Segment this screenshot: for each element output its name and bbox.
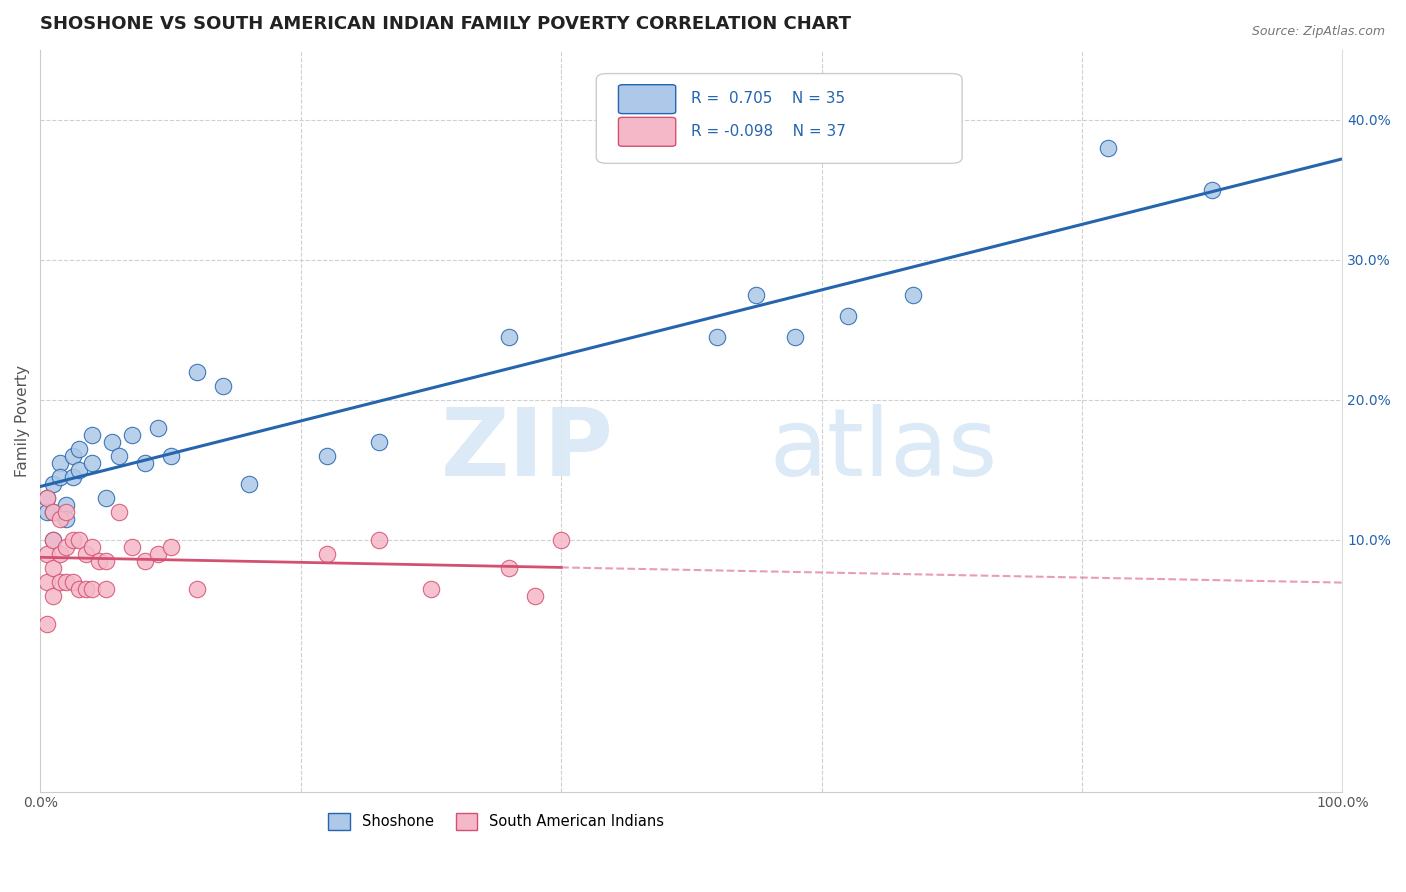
Point	[94, 554, 117, 568]
Point	[134, 456, 156, 470]
Text: ZIP: ZIP	[440, 404, 613, 496]
Point	[35, 491, 58, 505]
FancyBboxPatch shape	[619, 85, 676, 113]
FancyBboxPatch shape	[596, 73, 962, 163]
FancyBboxPatch shape	[619, 118, 676, 146]
Point	[49, 511, 72, 525]
Point	[367, 533, 389, 547]
Point	[238, 476, 260, 491]
Point	[75, 547, 97, 561]
Point	[42, 476, 65, 491]
Point	[134, 554, 156, 568]
Point	[186, 582, 208, 596]
Point	[49, 469, 72, 483]
Text: R = -0.098    N = 37: R = -0.098 N = 37	[692, 124, 846, 139]
Point	[159, 540, 181, 554]
Point	[42, 560, 65, 574]
Point	[35, 491, 58, 505]
Point	[42, 589, 65, 603]
Point	[94, 491, 117, 505]
Point	[42, 505, 65, 519]
Point	[35, 505, 58, 519]
Point	[69, 533, 91, 547]
Point	[901, 287, 924, 301]
Point	[35, 574, 58, 589]
Point	[94, 582, 117, 596]
Point	[550, 533, 572, 547]
Point	[87, 554, 110, 568]
Point	[1201, 183, 1223, 197]
Point	[121, 540, 143, 554]
Point	[186, 365, 208, 379]
Point	[69, 442, 91, 456]
Point	[75, 582, 97, 596]
Point	[42, 533, 65, 547]
Point	[55, 505, 77, 519]
Point	[498, 560, 520, 574]
Point	[62, 449, 84, 463]
Point	[146, 547, 169, 561]
Point	[55, 511, 77, 525]
Point	[745, 287, 768, 301]
Point	[107, 505, 129, 519]
Point	[837, 309, 859, 323]
Point	[62, 533, 84, 547]
Point	[82, 540, 104, 554]
Point	[211, 378, 233, 392]
Point	[1097, 141, 1119, 155]
Point	[315, 547, 337, 561]
Point	[524, 589, 547, 603]
Point	[35, 547, 58, 561]
Text: Source: ZipAtlas.com: Source: ZipAtlas.com	[1251, 25, 1385, 38]
Y-axis label: Family Poverty: Family Poverty	[15, 365, 30, 476]
Point	[42, 505, 65, 519]
Point	[498, 330, 520, 344]
Point	[55, 498, 77, 512]
Point	[146, 421, 169, 435]
Point	[49, 547, 72, 561]
Point	[35, 616, 58, 631]
Point	[101, 434, 124, 449]
Point	[49, 574, 72, 589]
Point	[42, 533, 65, 547]
Point	[62, 469, 84, 483]
Point	[55, 540, 77, 554]
Point	[55, 574, 77, 589]
Point	[785, 330, 807, 344]
Point	[706, 330, 728, 344]
Point	[159, 449, 181, 463]
Legend: Shoshone, South American Indians: Shoshone, South American Indians	[322, 806, 669, 836]
Text: atlas: atlas	[769, 404, 998, 496]
Text: SHOSHONE VS SOUTH AMERICAN INDIAN FAMILY POVERTY CORRELATION CHART: SHOSHONE VS SOUTH AMERICAN INDIAN FAMILY…	[41, 15, 852, 33]
Point	[420, 582, 443, 596]
Point	[49, 456, 72, 470]
Point	[69, 463, 91, 477]
Text: R =  0.705    N = 35: R = 0.705 N = 35	[692, 91, 845, 106]
Point	[107, 449, 129, 463]
Point	[62, 574, 84, 589]
Point	[82, 582, 104, 596]
Point	[69, 582, 91, 596]
Point	[82, 456, 104, 470]
Point	[82, 427, 104, 442]
Point	[315, 449, 337, 463]
Point	[121, 427, 143, 442]
Point	[367, 434, 389, 449]
